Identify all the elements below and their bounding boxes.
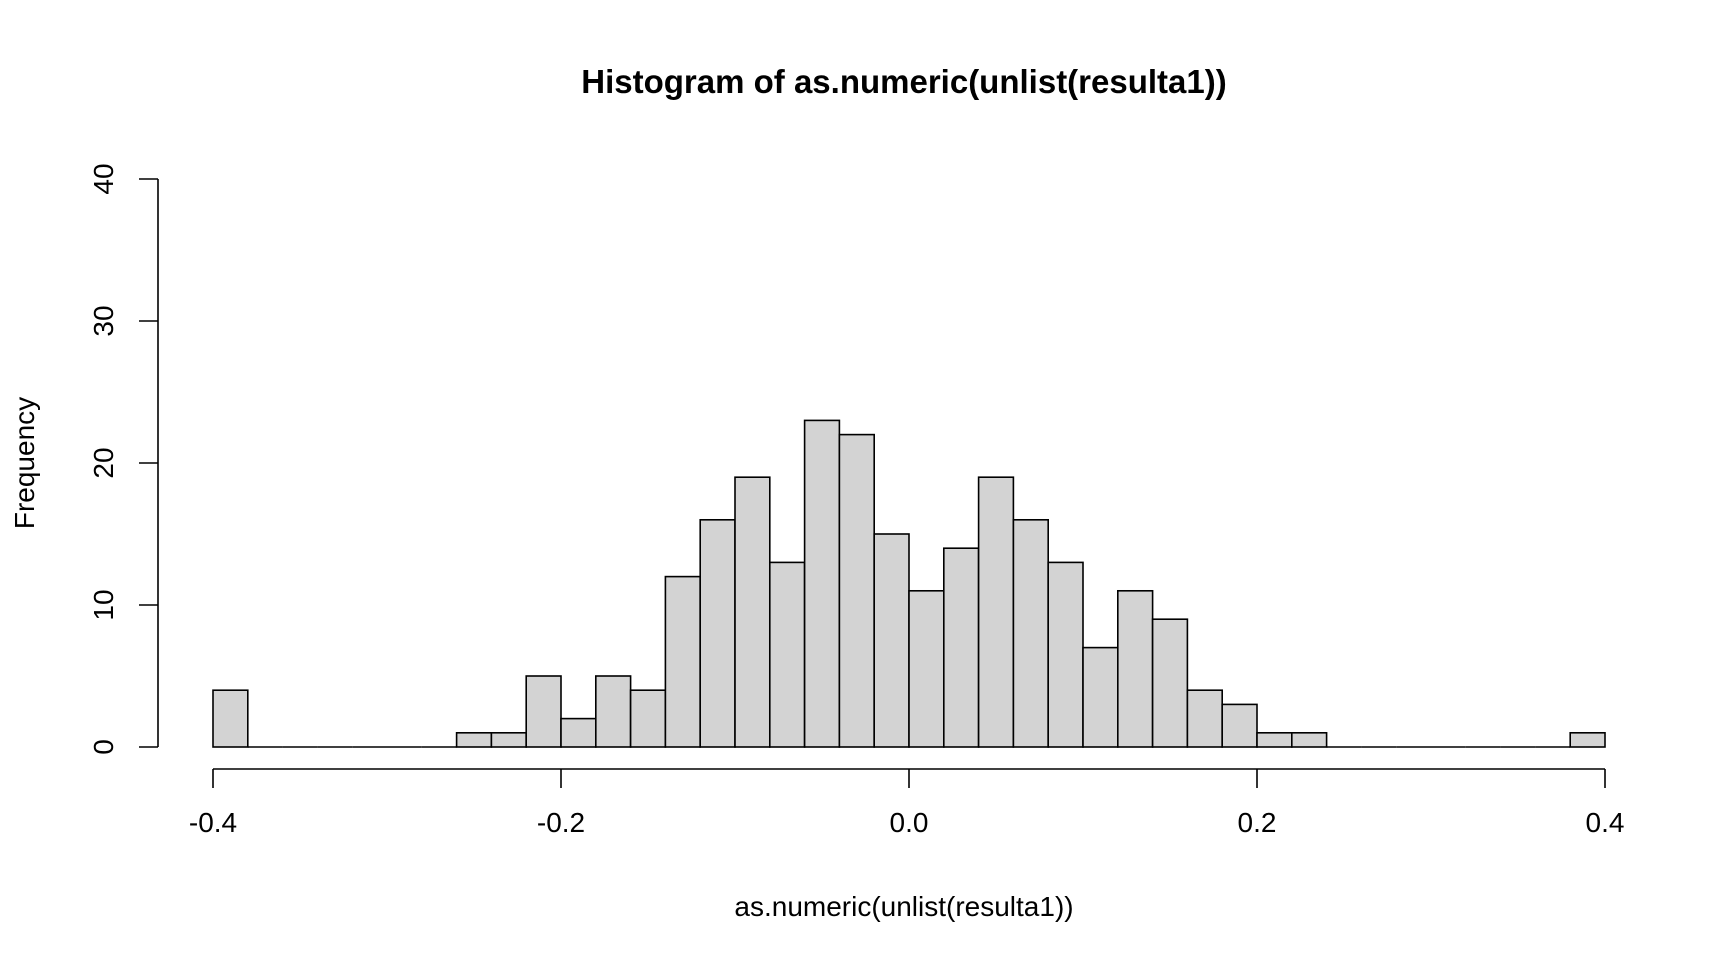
- histogram-bar: [455, 731, 493, 748]
- histogram-bar: [942, 547, 980, 748]
- histogram-bar: [1082, 646, 1119, 748]
- histogram-bar: [1012, 518, 1050, 748]
- x-tick-label: 0.4: [1586, 807, 1625, 838]
- histogram-bar: [1256, 731, 1293, 748]
- histogram-bar: [1291, 731, 1328, 748]
- histogram-bar: [629, 689, 667, 748]
- histogram-bar: [1221, 703, 1258, 748]
- histogram-bar: [873, 533, 910, 748]
- x-axis-label: as.numeric(unlist(resulta1)): [734, 891, 1073, 922]
- histogram-bar: [1569, 731, 1606, 748]
- y-axis-label: Frequency: [9, 397, 40, 529]
- histogram-bar: [803, 419, 841, 748]
- chart-title: Histogram of as.numeric(unlist(resulta1)…: [581, 63, 1226, 100]
- histogram-bar: [490, 731, 527, 748]
- y-tick-label: 10: [88, 589, 119, 620]
- y-tick-label: 30: [88, 305, 119, 336]
- histogram-bar: [977, 476, 1015, 748]
- y-tick-label: 20: [88, 447, 119, 478]
- histogram-bar: [212, 689, 249, 748]
- y-tick-label: 0: [88, 739, 119, 755]
- histogram-bar: [768, 561, 806, 748]
- histogram-bar: [1117, 589, 1154, 748]
- x-tick-label: 0.0: [890, 807, 929, 838]
- histogram-bar: [525, 675, 562, 748]
- x-tick-label: -0.2: [537, 807, 585, 838]
- histogram-bar: [560, 717, 597, 748]
- x-axis: -0.4 -0.2 0.0 0.2 0.4: [189, 768, 1625, 838]
- histogram-bar: [699, 518, 736, 748]
- bars-group: [212, 419, 1606, 748]
- histogram-bar: [1151, 618, 1189, 748]
- histogram-bar: [908, 589, 945, 748]
- histogram-bar: [1047, 561, 1084, 748]
- histogram-bar: [664, 575, 702, 748]
- y-tick-label: 40: [88, 163, 119, 194]
- x-tick-label: 0.2: [1238, 807, 1277, 838]
- histogram-bar: [734, 476, 771, 748]
- histogram-bar: [594, 675, 632, 748]
- histogram-bar: [838, 433, 876, 748]
- histogram-bar: [1186, 689, 1224, 748]
- x-tick-label: -0.4: [189, 807, 237, 838]
- y-axis: 0 10 20 30 40: [88, 163, 159, 755]
